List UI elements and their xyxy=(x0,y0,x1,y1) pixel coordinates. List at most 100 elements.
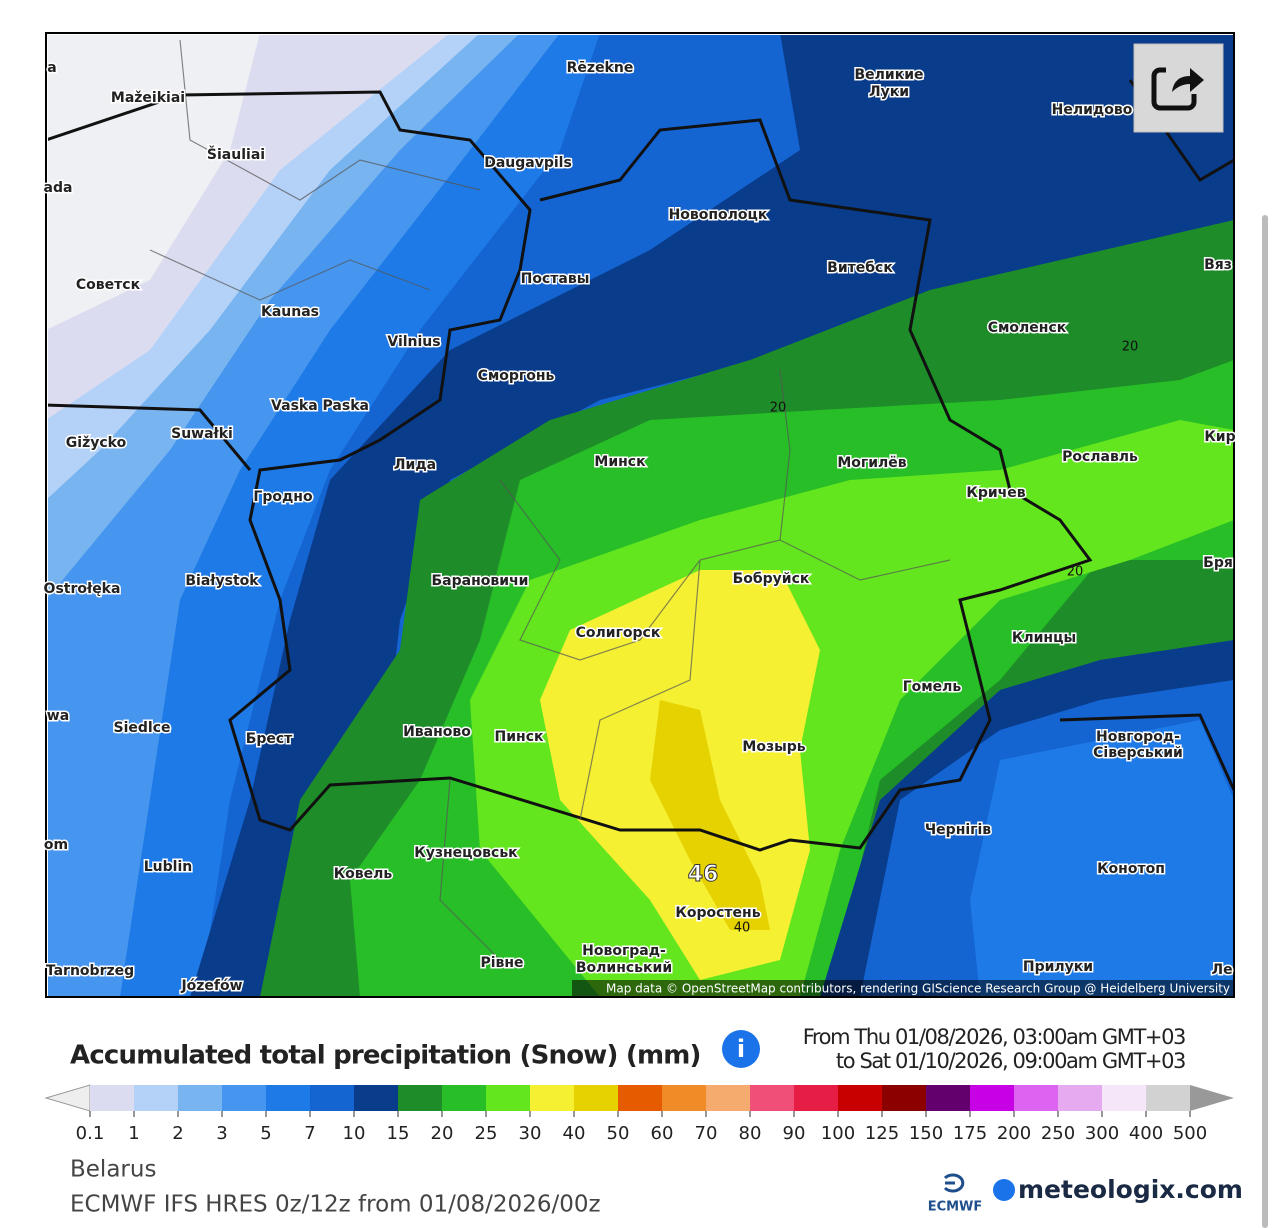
scale-label: 60 xyxy=(651,1123,674,1144)
zone xyxy=(650,700,770,930)
scale-swatch xyxy=(750,1085,794,1111)
place-label: Волинський xyxy=(576,960,672,976)
scale-swatch xyxy=(706,1085,750,1111)
contour-label: 20 xyxy=(770,401,787,416)
place-label: Vilnius xyxy=(387,334,440,350)
scale-swatch xyxy=(266,1085,310,1111)
scale-label: 200 xyxy=(997,1123,1031,1144)
attribution: Map data © OpenStreetMap contributors, r… xyxy=(606,982,1230,996)
place-label: Советск xyxy=(76,277,141,293)
ecmwf-logo xyxy=(943,1173,965,1193)
scale-label: 90 xyxy=(783,1123,806,1144)
scale-swatch xyxy=(442,1085,486,1111)
place-label: Daugavpils xyxy=(484,155,572,171)
scale-label: 3 xyxy=(216,1123,227,1144)
place-label: Кузнецовськ xyxy=(414,845,518,861)
share-icon[interactable] xyxy=(1151,67,1197,111)
attribution-bg xyxy=(572,980,1234,997)
scale-swatch xyxy=(838,1085,882,1111)
scale-swatch xyxy=(1058,1085,1102,1111)
place-label: Новгород- xyxy=(1096,729,1180,745)
scale-swatch xyxy=(530,1085,574,1111)
scale-label: 30 xyxy=(519,1123,542,1144)
scale-label: 0.1 xyxy=(76,1123,105,1144)
place-label: Сіверський xyxy=(1093,745,1183,761)
scale-swatch xyxy=(486,1085,530,1111)
scale-swatch xyxy=(882,1085,926,1111)
place-label: Białystok xyxy=(185,573,259,589)
share-arrow[interactable] xyxy=(1172,68,1204,92)
place-label: Šiauliai xyxy=(207,145,265,163)
place-label: Коростень xyxy=(675,905,760,921)
scale-end xyxy=(1190,1085,1234,1111)
place-label: a xyxy=(47,60,56,76)
scale-label: 7 xyxy=(304,1123,315,1144)
zone xyxy=(970,720,1234,996)
place-label: Kaunas xyxy=(261,304,319,320)
place-label: Брест xyxy=(246,731,293,747)
share-button[interactable] xyxy=(1133,43,1224,133)
scale-swatch xyxy=(222,1085,266,1111)
place-label: Клинцы xyxy=(1012,630,1076,646)
scale-label: 150 xyxy=(909,1123,943,1144)
scale-swatch xyxy=(574,1085,618,1111)
zone xyxy=(190,35,1234,996)
place-label: ada xyxy=(44,180,73,196)
place-label: Gižycko xyxy=(66,435,127,451)
scale-swatch xyxy=(618,1085,662,1111)
place-label: Suwałki xyxy=(171,426,233,442)
place-label: Нелидово xyxy=(1052,102,1133,118)
scale-swatch xyxy=(1102,1085,1146,1111)
scale-swatch xyxy=(310,1085,354,1111)
share-bg[interactable] xyxy=(1133,43,1224,133)
scale-start xyxy=(44,1084,91,1112)
place-label: Прилуки xyxy=(1023,959,1093,975)
place-label: Минск xyxy=(594,454,646,470)
place-label: Вяз xyxy=(1204,257,1232,273)
place-label: Иваново xyxy=(403,724,471,740)
borders xyxy=(48,79,1234,852)
info-icon[interactable] xyxy=(722,1030,760,1068)
legend-title: Accumulated total precipitation (Snow) (… xyxy=(70,1041,701,1071)
scale-label: 10 xyxy=(343,1123,366,1144)
scale-label: 80 xyxy=(739,1123,762,1144)
scale-label: 25 xyxy=(475,1123,498,1144)
info-glyph[interactable]: i xyxy=(737,1035,745,1063)
place-label: Новоград- xyxy=(582,943,666,959)
place-label: Мозырь xyxy=(742,739,805,755)
scale-label: 1 xyxy=(128,1123,139,1144)
scale-swatch xyxy=(662,1085,706,1111)
place-label: Vaska Paska xyxy=(271,398,369,414)
contour-label: 40 xyxy=(734,921,751,936)
place-label: Сморгонь xyxy=(478,368,555,384)
place-label: Mažeikiai xyxy=(111,90,185,106)
place-label: wa xyxy=(47,708,69,724)
place-label: Рославль xyxy=(1062,449,1138,465)
place-label: om xyxy=(44,837,68,853)
scale-swatch xyxy=(926,1085,970,1111)
scrollbar[interactable] xyxy=(1262,215,1268,1228)
place-label: Луки xyxy=(869,84,909,100)
period-from: From Thu 01/08/2026, 03:00am GMT+03 xyxy=(803,1025,1185,1049)
period-to: to Sat 01/10/2026, 09:00am GMT+03 xyxy=(836,1049,1185,1073)
scale-swatch xyxy=(1014,1085,1058,1111)
map xyxy=(48,35,1234,996)
brand-logo xyxy=(993,1179,1015,1201)
ecmwf-text: ECMWF xyxy=(928,1200,983,1215)
scale-label: 250 xyxy=(1041,1123,1075,1144)
place-label: Lublin xyxy=(144,859,192,875)
scale-label: 5 xyxy=(260,1123,271,1144)
scale-swatch xyxy=(178,1085,222,1111)
scale-label: 100 xyxy=(821,1123,855,1144)
place-label: Гомель xyxy=(903,679,962,695)
place-label: Кир xyxy=(1204,429,1235,445)
contour-label: 20 xyxy=(1067,565,1084,580)
place-label: Józefów xyxy=(180,978,242,994)
scale-swatch xyxy=(398,1085,442,1111)
place-label: Ковель xyxy=(334,866,393,882)
scale-swatch xyxy=(1146,1085,1190,1111)
place-label: Ostrołęka xyxy=(44,581,121,597)
place-label: Лида xyxy=(394,457,436,473)
